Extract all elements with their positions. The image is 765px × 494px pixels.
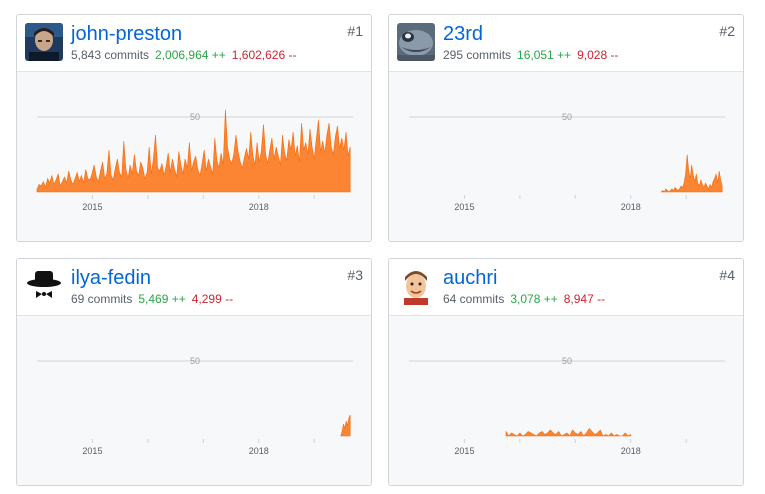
- commit-count: 69 commits: [71, 292, 133, 306]
- contributor-card-4: auchri 64 commits 3,078 ++ 8,947 -- #4 50 2…: [388, 258, 744, 486]
- contributor-header: 23rd 295 commits 16,051 ++ 9,028 -- #2: [389, 15, 743, 72]
- contributor-card-2: 23rd 295 commits 16,051 ++ 9,028 -- #2 50 2…: [388, 14, 744, 242]
- contributor-stats: 64 commits 3,078 ++ 8,947 --: [443, 292, 605, 306]
- additions-count: 3,078 ++: [510, 292, 558, 306]
- commit-series-area: [36, 109, 351, 193]
- additions-count: 16,051 ++: [517, 48, 572, 62]
- contributor-login-link[interactable]: john-preston: [71, 23, 183, 45]
- user-avatar-icon[interactable]: [25, 267, 63, 305]
- user-avatar-icon[interactable]: [397, 23, 435, 61]
- contributor-rank: #4: [719, 267, 735, 283]
- commit-activity-chart: 50 2015 2018: [389, 316, 743, 485]
- commit-activity-chart: 50 2015 2018: [17, 72, 371, 241]
- commit-activity-chart: 50 2015 2018: [17, 316, 371, 485]
- deletions-count: 8,947 --: [563, 292, 606, 306]
- user-avatar-icon[interactable]: [25, 23, 63, 61]
- activity-area-chart: 50 2015 2018: [36, 109, 353, 212]
- activity-area-chart: 50 2015 2018: [409, 356, 725, 456]
- activity-area-chart: 50 2015 2018: [409, 112, 725, 212]
- y-tick-label: 50: [190, 112, 200, 122]
- commit-count: 64 commits: [443, 292, 505, 306]
- additions-count: 2,006,964 ++: [155, 48, 226, 62]
- contributor-header: john-preston 5,843 commits 2,006,964 ++ 1,…: [17, 15, 371, 72]
- commit-activity-chart: 50 2015 2018: [389, 72, 743, 241]
- commit-series-area: [660, 154, 723, 193]
- commit-series-area: [505, 428, 632, 437]
- x-tick-label: 2015: [82, 446, 102, 456]
- y-tick-label: 50: [562, 356, 572, 366]
- commit-series-area: [340, 414, 351, 437]
- y-tick-label: 50: [562, 112, 572, 122]
- contributor-rank: #2: [719, 23, 735, 39]
- contributor-card-3: ilya-fedin 69 commits 5,469 ++ 4,299 -- #3…: [16, 258, 372, 486]
- additions-count: 5,469 ++: [138, 292, 186, 306]
- contributor-card-1: john-preston 5,843 commits 2,006,964 ++ 1,…: [16, 14, 372, 242]
- contributor-header: auchri 64 commits 3,078 ++ 8,947 -- #4: [389, 259, 743, 316]
- x-tick-label: 2015: [454, 446, 474, 456]
- deletions-count: 9,028 --: [577, 48, 619, 62]
- user-avatar-icon[interactable]: [397, 267, 435, 305]
- contributor-rank: #3: [347, 267, 363, 283]
- x-tick-label: 2015: [454, 202, 474, 212]
- contributor-login-link[interactable]: auchri: [443, 267, 498, 289]
- contributor-stats: 295 commits 16,051 ++ 9,028 --: [443, 48, 618, 62]
- y-tick-label: 50: [190, 356, 200, 366]
- x-tick-label: 2018: [249, 202, 269, 212]
- deletions-count: 4,299 --: [191, 292, 234, 306]
- commit-count: 5,843 commits: [71, 48, 150, 62]
- x-tick-label: 2015: [82, 202, 102, 212]
- contributor-stats: 69 commits 5,469 ++ 4,299 --: [71, 292, 233, 306]
- x-tick-label: 2018: [621, 446, 641, 456]
- commit-count: 295 commits: [443, 48, 512, 62]
- contributor-stats: 5,843 commits 2,006,964 ++ 1,602,626 --: [71, 48, 296, 62]
- contributor-header: ilya-fedin 69 commits 5,469 ++ 4,299 -- #3: [17, 259, 371, 316]
- contributor-login-link[interactable]: 23rd: [443, 23, 484, 45]
- activity-area-chart: 50 2015 2018: [37, 356, 353, 456]
- contributor-rank: #1: [347, 23, 363, 39]
- deletions-count: 1,602,626 --: [231, 48, 297, 62]
- x-tick-label: 2018: [621, 202, 641, 212]
- x-tick-label: 2018: [249, 446, 269, 456]
- contributor-login-link[interactable]: ilya-fedin: [71, 267, 152, 289]
